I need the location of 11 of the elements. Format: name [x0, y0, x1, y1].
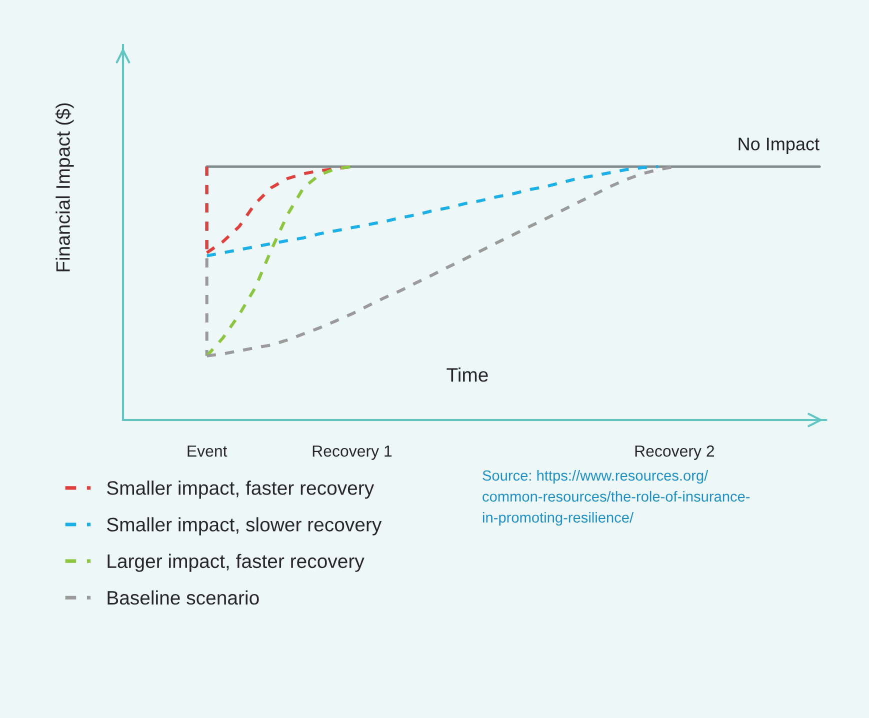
legend-label: Smaller impact, faster recovery	[107, 480, 374, 499]
legend-label: Larger impact, faster recovery	[108, 554, 364, 572]
source-note: Source: https://www.resources.org/ common-resources/the-role-of-insurance- in-promoting-resilience/	[482, 470, 750, 526]
y-axis-title: Financial Impact ($)	[55, 103, 74, 272]
x-tick-label: Recovery 1	[312, 446, 392, 460]
x-tick-label: Recovery 2	[635, 445, 714, 460]
series-label: No Impact	[738, 138, 820, 154]
legend-label: Baseline scenario	[108, 590, 259, 605]
legend-label: Smaller impact, slower recovery	[107, 517, 382, 536]
x-axis-title: Time	[446, 368, 488, 382]
x-tick-label: Event	[188, 446, 228, 457]
